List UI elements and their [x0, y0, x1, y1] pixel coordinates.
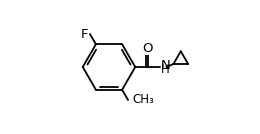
Text: H: H: [161, 63, 170, 76]
Text: CH₃: CH₃: [133, 93, 154, 106]
Text: N: N: [161, 59, 171, 72]
Text: F: F: [81, 28, 88, 41]
Text: O: O: [142, 42, 153, 55]
